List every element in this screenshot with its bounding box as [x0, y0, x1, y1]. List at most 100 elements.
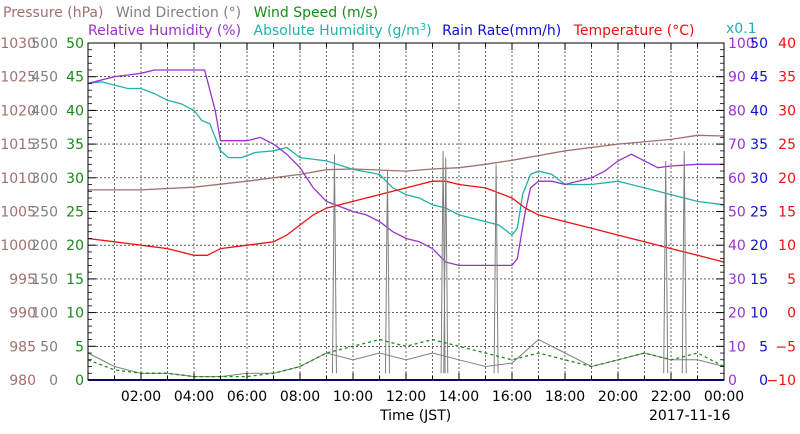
legend-absolute-humidity-end: )	[426, 23, 431, 39]
y-tick-label-rel_hum: 0	[728, 373, 737, 389]
y-tick-label-temp: 5	[787, 272, 796, 288]
y-tick-label-wind_speed: 45	[66, 70, 84, 86]
y-tick-label-wind_speed: 5	[75, 339, 84, 355]
y-tick-label-rel_hum: 90	[728, 70, 746, 86]
x-tick-label: 18:00	[545, 389, 585, 405]
y-tick-label-rain: 5	[759, 339, 768, 355]
y-tick-label-temp: 30	[778, 103, 796, 119]
x-axis-title: Time (JST)	[379, 408, 451, 424]
y-tick-label-wind_speed: 20	[66, 238, 84, 254]
y-tick-label-pressure: 985	[9, 339, 36, 355]
x-tick-label: 20:00	[598, 389, 638, 405]
series-temp	[87, 180, 725, 263]
series-wind-direction-spike	[443, 157, 449, 374]
legend-absolute-humidity: Absolute Humidity (g/m	[254, 23, 420, 39]
y-tick-label-pressure: 990	[9, 306, 36, 322]
y-tick-label-wind_speed: 25	[66, 205, 84, 221]
y-tick-label-wind_dir: 100	[31, 306, 58, 322]
y-tick-label-rel_hum: 10	[728, 339, 746, 355]
axes: 02:00 04:00 06:00 08:00 10:00 12:00 14:00 16:00…	[0, 36, 796, 405]
y-tick-label-rain: 50	[750, 36, 768, 52]
legend-pressure: Pressure (hPa)	[3, 5, 103, 21]
svg-text:Relative Humidity (%) Abso: Relative Humidity (%) Absolute Humidity …	[88, 22, 695, 39]
x-tick-label: 22:00	[651, 389, 691, 405]
y-tick-label-rain: 30	[750, 171, 768, 187]
y-tick-label-wind_dir: 200	[31, 238, 58, 254]
y-tick-label-pressure: 1005	[0, 205, 36, 221]
y-tick-label-rain: 10	[750, 306, 768, 322]
y-tick-label-wind_speed: 10	[66, 306, 84, 322]
y-tick-label-wind_dir: 350	[31, 137, 58, 153]
date-label: 2017-11-16	[649, 408, 730, 424]
y-tick-label-wind_dir: 0	[49, 373, 58, 389]
x-tick-label: 02:00	[121, 389, 161, 405]
y-tick-label-pressure: 980	[9, 373, 36, 389]
x-tick-label: 08:00	[280, 389, 320, 405]
y-tick-label-temp: 20	[778, 171, 796, 187]
x-tick-label: 06:00	[227, 389, 267, 405]
y-tick-label-rain: 15	[750, 272, 768, 288]
series-wind-direction-spike	[331, 154, 337, 374]
y-tick-label-rain: 0	[759, 373, 768, 389]
series-pressure	[88, 134, 725, 191]
y-tick-label-rel_hum: 80	[728, 103, 746, 119]
y-tick-label-temp: −5	[775, 339, 796, 355]
y-tick-label-wind_speed: 15	[66, 272, 84, 288]
x-tick-label: 00:00	[704, 389, 744, 405]
y-tick-label-temp: 25	[778, 137, 796, 153]
y-tick-label-temp: 15	[778, 205, 796, 221]
y-tick-label-wind_speed: 35	[66, 137, 84, 153]
y-tick-label-rain: 25	[750, 205, 768, 221]
y-tick-label-rel_hum: 20	[728, 306, 746, 322]
y-tick-label-pressure: 1015	[0, 137, 36, 153]
y-tick-label-rain: 45	[750, 70, 768, 86]
y-tick-label-rel_hum: 70	[728, 137, 746, 153]
legend-wind-speed: Wind Speed (m/s)	[254, 5, 379, 21]
legend-absolute-humidity-sup: 3	[420, 22, 426, 33]
y-tick-label-rain: 40	[750, 103, 768, 119]
svg-text:Pressure (hPa) Wind Direct: Pressure (hPa) Wind Direction (°) Wind S…	[3, 5, 378, 21]
y-tick-label-pressure: 1000	[0, 238, 36, 254]
y-tick-label-rel_hum: 100	[728, 36, 755, 52]
abs-humidity-scale-note: x0.1	[726, 21, 757, 37]
y-tick-label-pressure: 1025	[0, 70, 36, 86]
x-tick-label: 10:00	[333, 389, 373, 405]
y-tick-label-temp: 10	[778, 238, 796, 254]
y-tick-label-rel_hum: 40	[728, 238, 746, 254]
series-wind-direction-spike	[493, 164, 499, 374]
y-tick-label-rel_hum: 60	[728, 171, 746, 187]
y-tick-label-pressure: 995	[9, 272, 36, 288]
y-tick-label-pressure: 1010	[0, 171, 36, 187]
y-tick-label-temp: −10	[766, 373, 796, 389]
y-tick-label-wind_dir: 50	[40, 339, 58, 355]
y-tick-label-wind_dir: 450	[31, 70, 58, 86]
y-tick-label-wind_dir: 500	[31, 36, 58, 52]
y-tick-label-wind_dir: 250	[31, 205, 58, 221]
series-wind-direction-spike	[663, 160, 669, 374]
y-tick-label-wind_dir: 400	[31, 103, 58, 119]
y-tick-label-rain: 35	[750, 137, 768, 153]
legend-rain-rate: Rain Rate(mm/h)	[442, 23, 561, 39]
y-tick-label-wind_speed: 0	[75, 373, 84, 389]
x-tick-label: 16:00	[492, 389, 532, 405]
x-tick-label: 04:00	[174, 389, 214, 405]
y-tick-label-rain: 20	[750, 238, 768, 254]
series-wind-direction-spike	[384, 171, 390, 374]
grid	[88, 43, 724, 380]
legend-temperature: Temperature (°C)	[573, 23, 695, 39]
y-tick-label-wind_speed: 50	[66, 36, 84, 52]
legend-relative-humidity: Relative Humidity (%)	[88, 23, 241, 39]
series-rel-hum	[87, 69, 724, 267]
series-wind-direction-spike	[681, 150, 687, 374]
y-tick-label-temp: 0	[787, 306, 796, 322]
y-tick-label-rel_hum: 50	[728, 205, 746, 221]
y-tick-label-wind_dir: 150	[31, 272, 58, 288]
x-tick-label: 12:00	[386, 389, 426, 405]
y-tick-label-rel_hum: 30	[728, 272, 746, 288]
legend-wind-direction: Wind Direction (°)	[116, 5, 241, 21]
y-tick-label-wind_speed: 40	[66, 103, 84, 119]
series-abs-hum-a	[87, 81, 725, 237]
x-tick-label: 14:00	[439, 389, 479, 405]
y-tick-label-wind_dir: 300	[31, 171, 58, 187]
